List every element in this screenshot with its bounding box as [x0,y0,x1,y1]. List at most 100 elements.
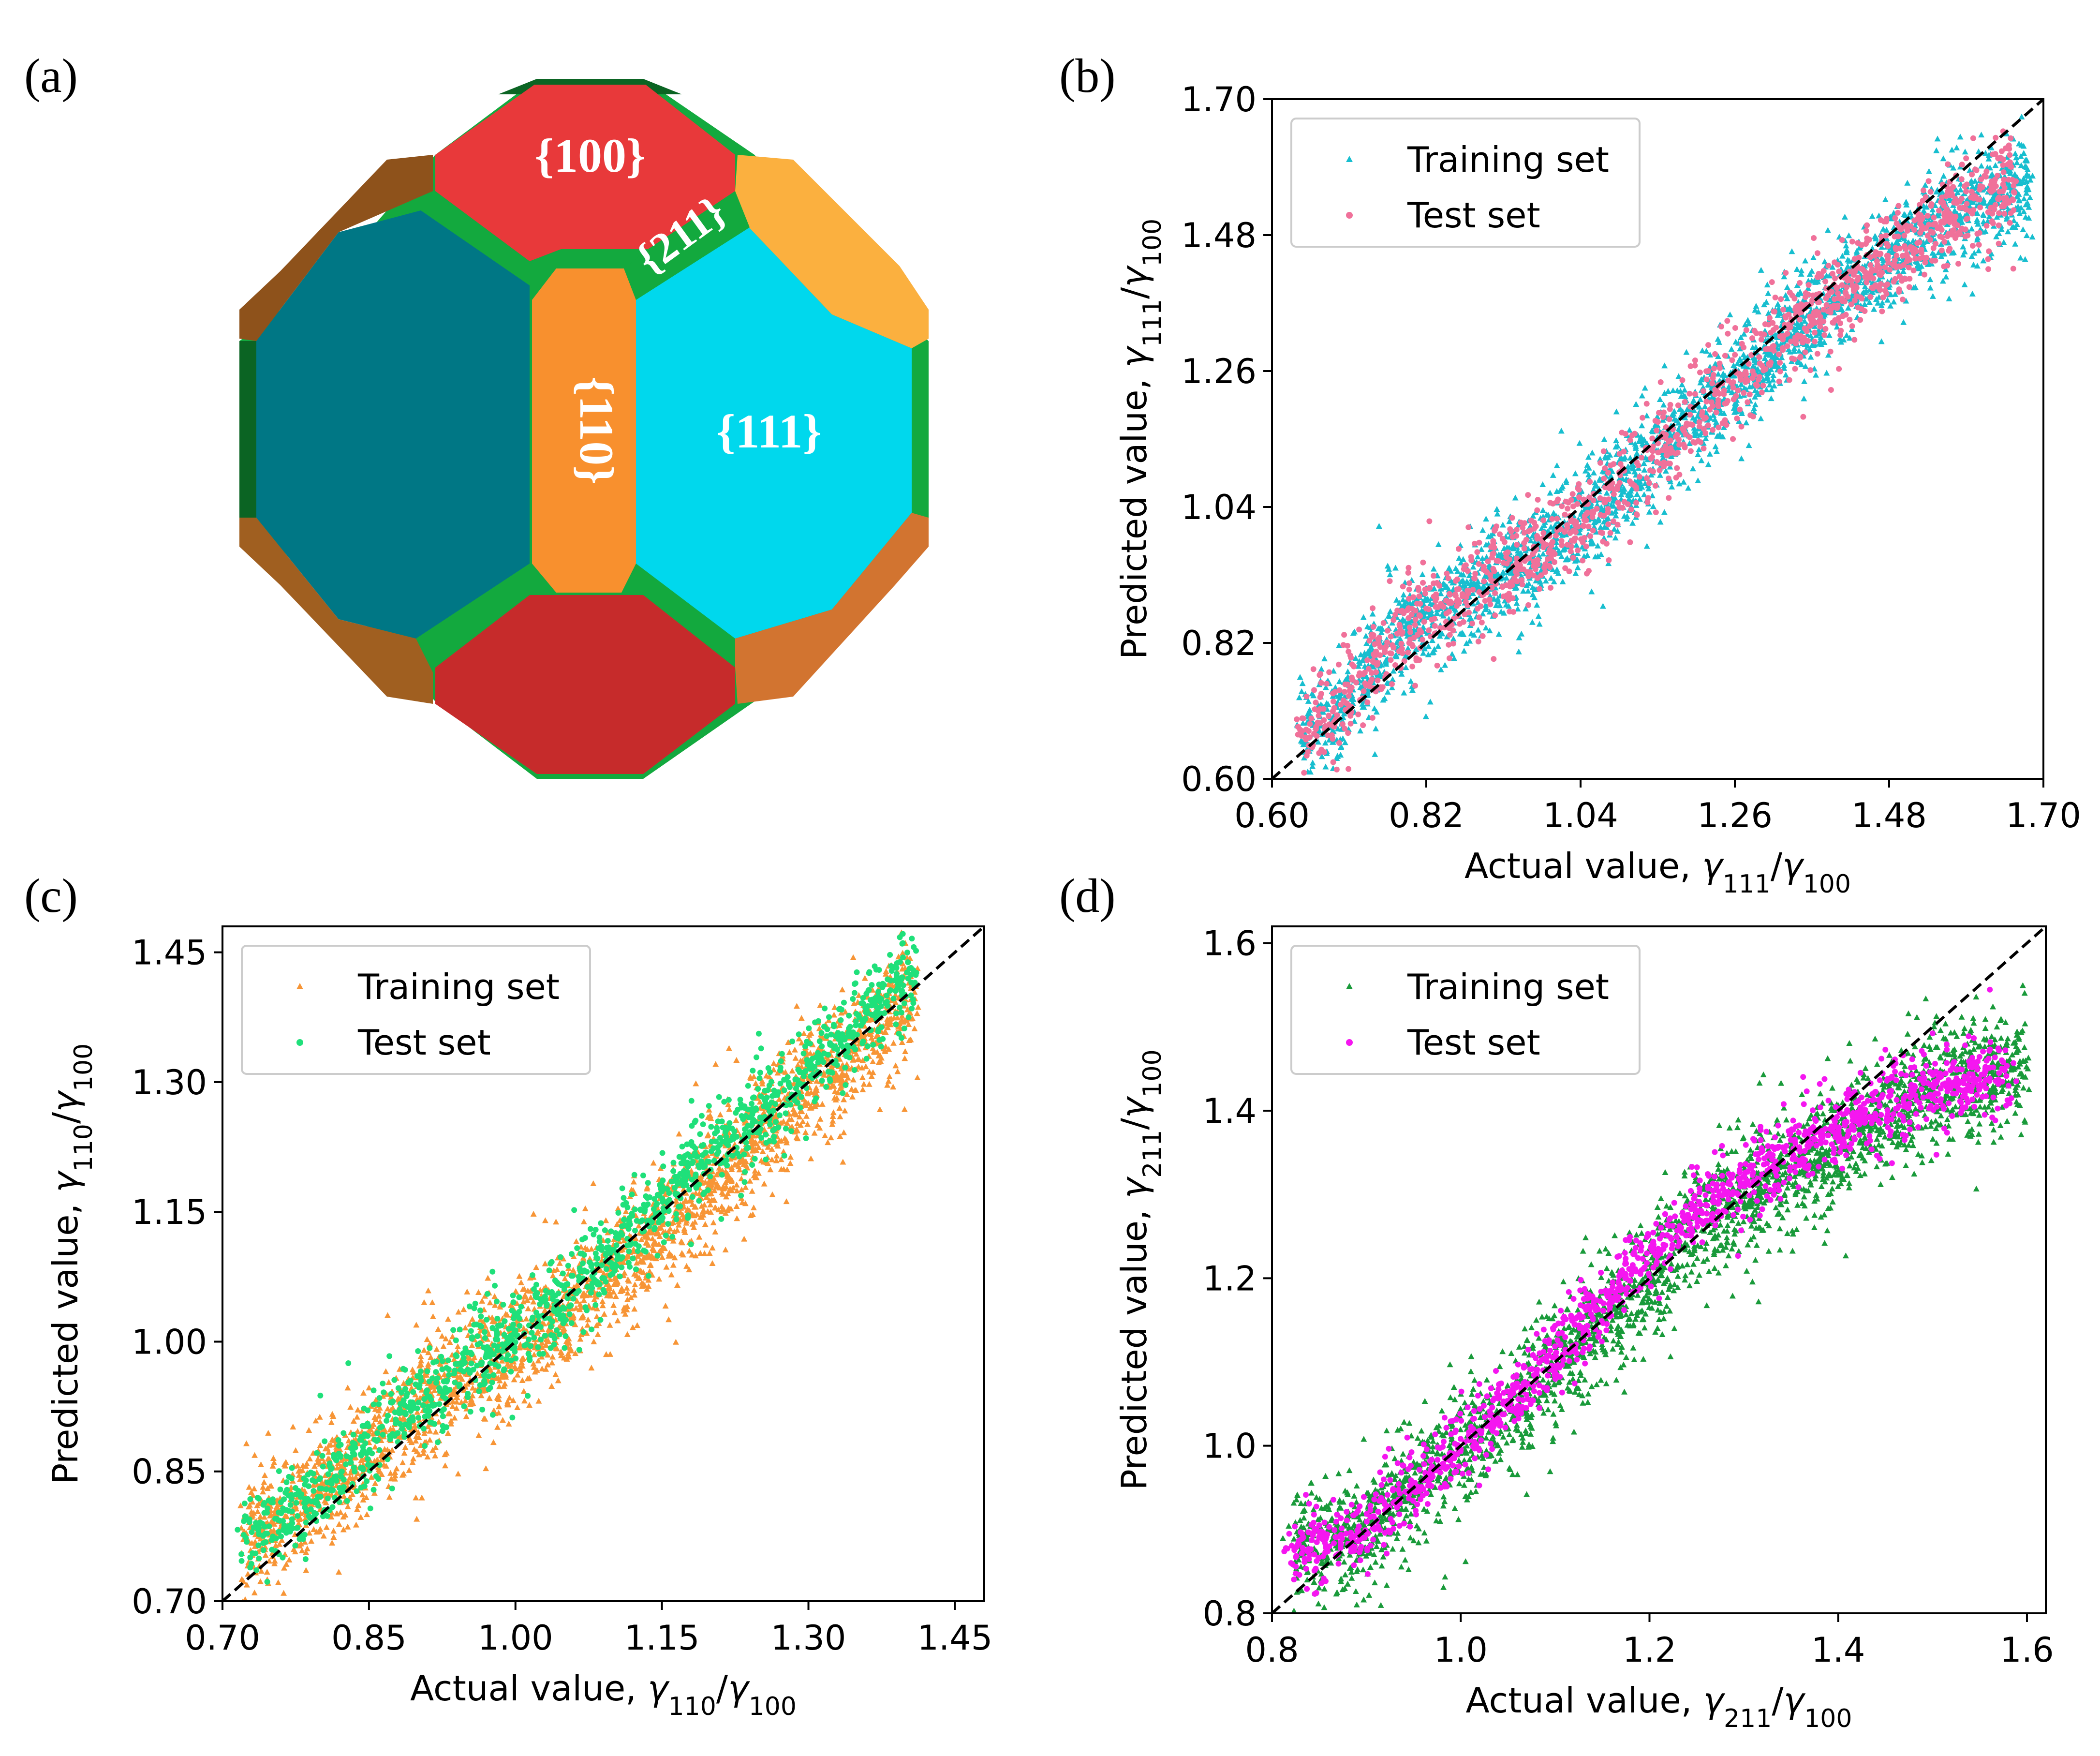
data-point [2010,197,2016,203]
data-point [1703,376,1710,383]
data-point [1348,674,1355,681]
data-point [1954,189,1961,195]
data-point [1712,351,1718,357]
data-point [1538,525,1545,531]
data-point [1925,178,1932,184]
data-point [1626,495,1632,502]
data-point [1958,176,1965,182]
data-point [427,1437,433,1443]
data-point [2015,191,2022,197]
data-point [463,1413,470,1419]
data-point [1513,526,1520,533]
data-point [1866,299,1873,305]
data-point [1490,530,1496,536]
data-point [1430,565,1437,572]
data-point [1612,444,1619,450]
data-point [1716,360,1723,367]
data-point [1849,326,1855,332]
data-point [1832,317,1838,323]
data-point [1406,580,1413,586]
data-point [870,1058,876,1065]
data-point [1975,196,1981,202]
data-point [1448,604,1454,610]
data-point [317,1442,324,1448]
data-point [1968,253,1975,259]
data-point [1339,721,1346,727]
data-point [1576,529,1583,536]
data-point [1392,662,1398,668]
data-point [829,1117,836,1124]
data-point [1393,596,1400,603]
data-point [1446,586,1452,593]
data-point [1749,344,1756,350]
data-point [1492,572,1499,579]
data-point [1938,227,1945,233]
x-tick-label: 1.04 [1543,796,1618,835]
data-point [1485,558,1491,565]
data-point [1523,605,1529,611]
data-point [1355,711,1361,717]
data-point [1900,319,1907,325]
data-point [1709,380,1715,387]
data-point [1769,354,1776,360]
data-point [1384,688,1391,695]
data-point [1472,608,1479,614]
data-point [1656,410,1662,416]
data-point [1978,132,1985,138]
data-point [1322,740,1329,746]
data-point [460,1306,467,1312]
data-point [357,1514,364,1520]
data-point [1732,402,1739,408]
data-point [1875,299,1881,306]
data-point [1413,646,1420,652]
data-point [1617,461,1624,467]
data-point [1574,564,1581,570]
data-point [1772,309,1778,315]
data-point [2011,171,2018,177]
data-point [1950,164,1957,171]
data-point [1313,699,1319,706]
data-point [520,1325,527,1331]
data-point [1978,176,1984,182]
data-point [1784,343,1790,349]
data-point [911,1025,918,1031]
data-point [1465,524,1472,530]
data-point [1949,147,1955,153]
data-point [1602,465,1608,471]
data-point [1321,717,1327,723]
data-point [2010,266,2016,272]
data-point [1605,470,1612,476]
data-point [1979,199,1986,206]
data-point [1863,228,1869,234]
data-point [1933,147,1940,153]
data-point [1616,504,1623,510]
data-point [1864,222,1870,228]
data-point [1848,278,1854,284]
data-point [1983,168,1990,175]
data-point [1730,379,1736,385]
data-point [1670,387,1676,393]
data-point [1734,416,1740,422]
data-point [360,1496,367,1503]
data-point [1342,739,1348,745]
data-point [1826,296,1833,302]
data-point [1845,256,1851,263]
data-point [1957,205,1963,211]
data-point [1780,347,1786,353]
data-point [1834,324,1840,330]
data-point [1679,381,1686,387]
data-point [1989,218,1995,224]
data-point [1322,763,1329,770]
data-point [1862,301,1868,307]
data-point [1564,541,1570,548]
data-point [1583,570,1590,577]
data-point [1793,304,1799,311]
data-point [1534,507,1540,513]
data-point [1524,588,1531,594]
data-point [1551,578,1557,584]
data-point [1373,725,1379,731]
data-point [1642,480,1648,486]
data-point [1567,530,1573,536]
data-point [590,1180,597,1186]
